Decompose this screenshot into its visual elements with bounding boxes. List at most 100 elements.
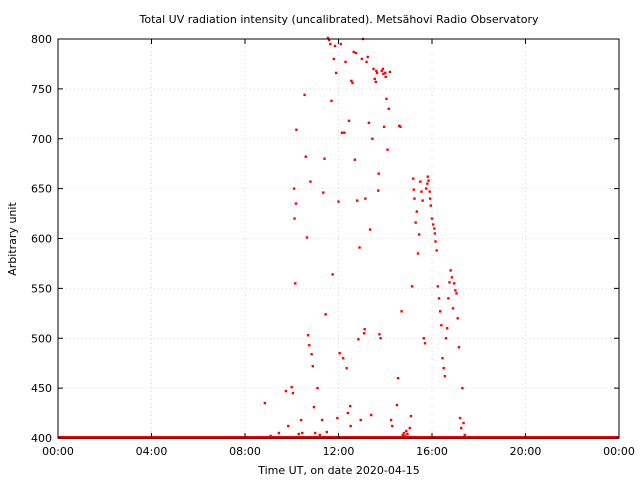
data-point (358, 246, 361, 249)
data-point (443, 374, 447, 378)
data-point (426, 182, 429, 185)
data-point (405, 429, 408, 433)
data-point (349, 424, 352, 428)
data-point (382, 72, 385, 76)
data-point (330, 99, 333, 103)
data-point (309, 180, 312, 183)
data-point (306, 334, 310, 337)
data-point (417, 233, 421, 236)
data-point (399, 125, 402, 128)
data-point (438, 310, 442, 313)
data-point (410, 285, 414, 288)
data-point (456, 317, 459, 320)
data-point (353, 158, 357, 161)
data-point (437, 297, 441, 300)
y-tick-label: 400 (31, 432, 52, 445)
grid-lines (58, 39, 619, 438)
data-point (428, 190, 431, 193)
data-point (290, 385, 293, 389)
data-point (449, 269, 452, 272)
data-point (304, 155, 307, 158)
data-point (444, 337, 448, 340)
data-point (434, 240, 437, 243)
y-tick-label: 750 (31, 83, 52, 96)
data-point (460, 426, 463, 430)
data-point (382, 125, 386, 128)
data-point (442, 366, 445, 370)
data-point (375, 69, 378, 73)
data-points (263, 36, 466, 438)
data-point (331, 273, 334, 276)
data-point (396, 376, 400, 380)
y-axis-label: Arbitrary unit (6, 202, 19, 276)
data-point (375, 71, 379, 75)
data-point (284, 389, 288, 393)
data-point (422, 337, 426, 340)
data-point (436, 285, 440, 288)
data-point (345, 366, 348, 370)
x-tick-label: 12:00 (323, 445, 355, 458)
data-point (440, 324, 443, 327)
data-point (313, 431, 317, 435)
data-point (435, 249, 438, 252)
data-point (291, 391, 295, 395)
data-point (381, 67, 385, 71)
data-point (329, 42, 332, 46)
data-point (374, 80, 378, 84)
data-point (406, 432, 409, 436)
x-tick-label: 00:00 (42, 445, 74, 458)
data-point (341, 357, 345, 360)
data-point (322, 191, 325, 194)
data-point (384, 71, 387, 75)
data-point (294, 202, 298, 205)
data-point (419, 180, 422, 183)
data-point (377, 189, 380, 192)
data-point (428, 197, 432, 200)
data-point (277, 431, 281, 435)
data-point (293, 217, 296, 220)
y-tick-label: 600 (31, 233, 52, 246)
data-point (351, 81, 354, 85)
y-tick-label: 550 (31, 282, 52, 295)
data-point (325, 430, 329, 434)
data-point (333, 44, 337, 48)
data-point (402, 431, 406, 435)
data-point (403, 434, 407, 438)
y-tick-label: 800 (31, 33, 52, 46)
data-point (391, 424, 394, 428)
data-point (431, 223, 435, 226)
data-point (308, 344, 311, 347)
data-point (453, 282, 456, 285)
data-point (389, 418, 393, 422)
data-point (294, 282, 297, 285)
data-point (323, 157, 326, 160)
data-point (287, 424, 290, 428)
data-point (310, 353, 313, 356)
data-point (420, 190, 423, 193)
data-point (423, 342, 427, 345)
data-point (370, 413, 373, 417)
x-tick-label: 00:00 (603, 445, 635, 458)
data-point (338, 352, 341, 355)
data-point (297, 432, 300, 436)
data-point (269, 434, 272, 438)
data-point (463, 433, 466, 437)
data-point (354, 51, 358, 55)
x-tick-label: 20:00 (510, 445, 542, 458)
data-point (336, 416, 339, 420)
data-point (413, 197, 416, 200)
data-point (385, 97, 388, 101)
data-point (312, 405, 316, 409)
data-point (447, 297, 450, 300)
x-axis-label: Time UT, on date 2020-04-15 (257, 464, 420, 477)
data-point (368, 228, 372, 231)
data-point (412, 188, 415, 191)
data-point (414, 221, 417, 224)
data-point (356, 199, 359, 202)
data-point (373, 77, 376, 81)
x-tick-label: 04:00 (136, 445, 168, 458)
data-point (346, 411, 350, 415)
data-point (367, 121, 371, 124)
data-point (299, 418, 303, 422)
